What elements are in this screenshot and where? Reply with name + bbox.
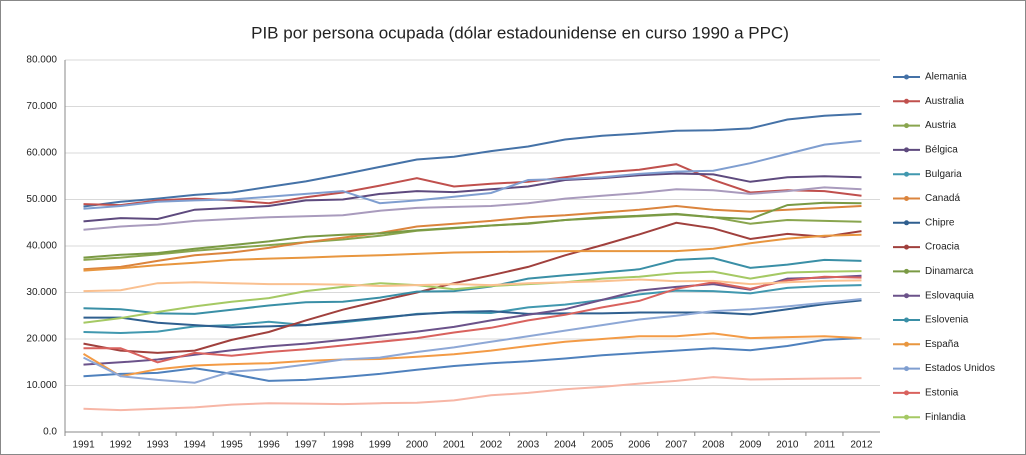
series-line — [83, 275, 862, 364]
legend-label: Finlandia — [925, 412, 966, 423]
x-tick-label: 2002 — [480, 440, 503, 451]
legend-label: Estados Unidos — [925, 363, 995, 374]
legend-marker — [904, 268, 909, 274]
legend-marker — [904, 147, 909, 153]
x-tick-label: 2007 — [665, 440, 688, 451]
legend-label: Chipre — [925, 217, 955, 228]
chart-title: PIB por persona ocupada (dólar estadouni… — [251, 23, 789, 42]
series-line — [83, 221, 862, 354]
series-line — [83, 270, 862, 324]
x-tick-label: 2009 — [739, 440, 762, 451]
series-line — [83, 299, 862, 329]
legend-marker — [904, 414, 909, 420]
y-tick-label: 30.000 — [26, 287, 57, 298]
series-line — [83, 204, 862, 271]
x-tick-label: 2001 — [443, 440, 466, 451]
series-line — [82, 332, 862, 378]
series-line — [83, 172, 862, 223]
series-line — [83, 112, 862, 208]
legend-marker — [904, 98, 909, 104]
legend-marker — [904, 123, 909, 129]
series-line — [83, 201, 862, 259]
y-tick-label: 0.0 — [43, 427, 57, 438]
x-tick-label: 1996 — [258, 440, 281, 451]
x-tick-label: 1997 — [295, 440, 318, 451]
legend-label: Bulgaria — [925, 169, 962, 180]
x-tick-label: 2003 — [517, 440, 540, 451]
y-tick-label: 20.000 — [26, 334, 57, 345]
legend-marker — [904, 341, 909, 347]
legend-marker — [904, 196, 909, 201]
x-tick-label: 1999 — [369, 440, 392, 451]
legend-marker — [904, 171, 909, 177]
legend-marker — [904, 244, 909, 250]
series-line — [83, 274, 862, 366]
legend-marker — [904, 317, 909, 323]
y-tick-label: 50.000 — [26, 194, 57, 205]
x-tick-label: 1991 — [72, 440, 95, 451]
y-tick-label: 60.000 — [26, 148, 57, 159]
legend-label: Eslovenia — [925, 315, 969, 326]
x-tick-label: 2000 — [406, 440, 429, 451]
x-tick-label: 2012 — [850, 440, 873, 451]
series-line — [83, 278, 862, 293]
series-line — [83, 376, 862, 412]
legend-label: Austria — [925, 120, 957, 131]
legend-label: Eslovaquia — [925, 290, 974, 301]
legend-marker — [904, 293, 909, 299]
legend-label: Croacia — [925, 242, 960, 253]
x-tick-label: 2011 — [814, 440, 836, 451]
legend-label: España — [925, 339, 959, 350]
legend-label: Bélgica — [925, 145, 958, 156]
legend-marker — [904, 366, 909, 372]
x-tick-label: 2010 — [776, 440, 799, 451]
y-tick-label: 70.000 — [26, 101, 57, 112]
legend-label: Dinamarca — [925, 266, 974, 277]
series-line — [83, 233, 862, 272]
x-tick-label: 1998 — [332, 440, 355, 451]
legend-label: Estonia — [925, 388, 959, 399]
x-tick-label: 1992 — [109, 440, 132, 451]
x-tick-label: 2008 — [702, 440, 725, 451]
series-line — [83, 337, 862, 382]
legend-label: Canadá — [925, 193, 960, 204]
legend-label: Australia — [925, 96, 964, 107]
series-line — [83, 298, 862, 384]
series-line — [83, 139, 862, 210]
series-line — [83, 257, 862, 315]
legend-marker — [904, 390, 909, 396]
x-tick-label: 1993 — [146, 440, 169, 451]
x-tick-label: 2006 — [628, 440, 651, 451]
legend-label: Alemania — [925, 72, 967, 83]
x-tick-label: 1995 — [221, 440, 244, 451]
y-tick-label: 10.000 — [26, 380, 57, 391]
x-tick-label: 1994 — [184, 440, 207, 451]
y-tick-label: 40.000 — [26, 241, 57, 252]
series-line — [83, 186, 862, 231]
y-tick-label: 80.000 — [26, 55, 57, 66]
legend-marker — [904, 220, 909, 226]
x-tick-label: 2004 — [554, 440, 577, 451]
legend-marker — [904, 74, 909, 80]
x-tick-label: 2005 — [591, 440, 614, 451]
